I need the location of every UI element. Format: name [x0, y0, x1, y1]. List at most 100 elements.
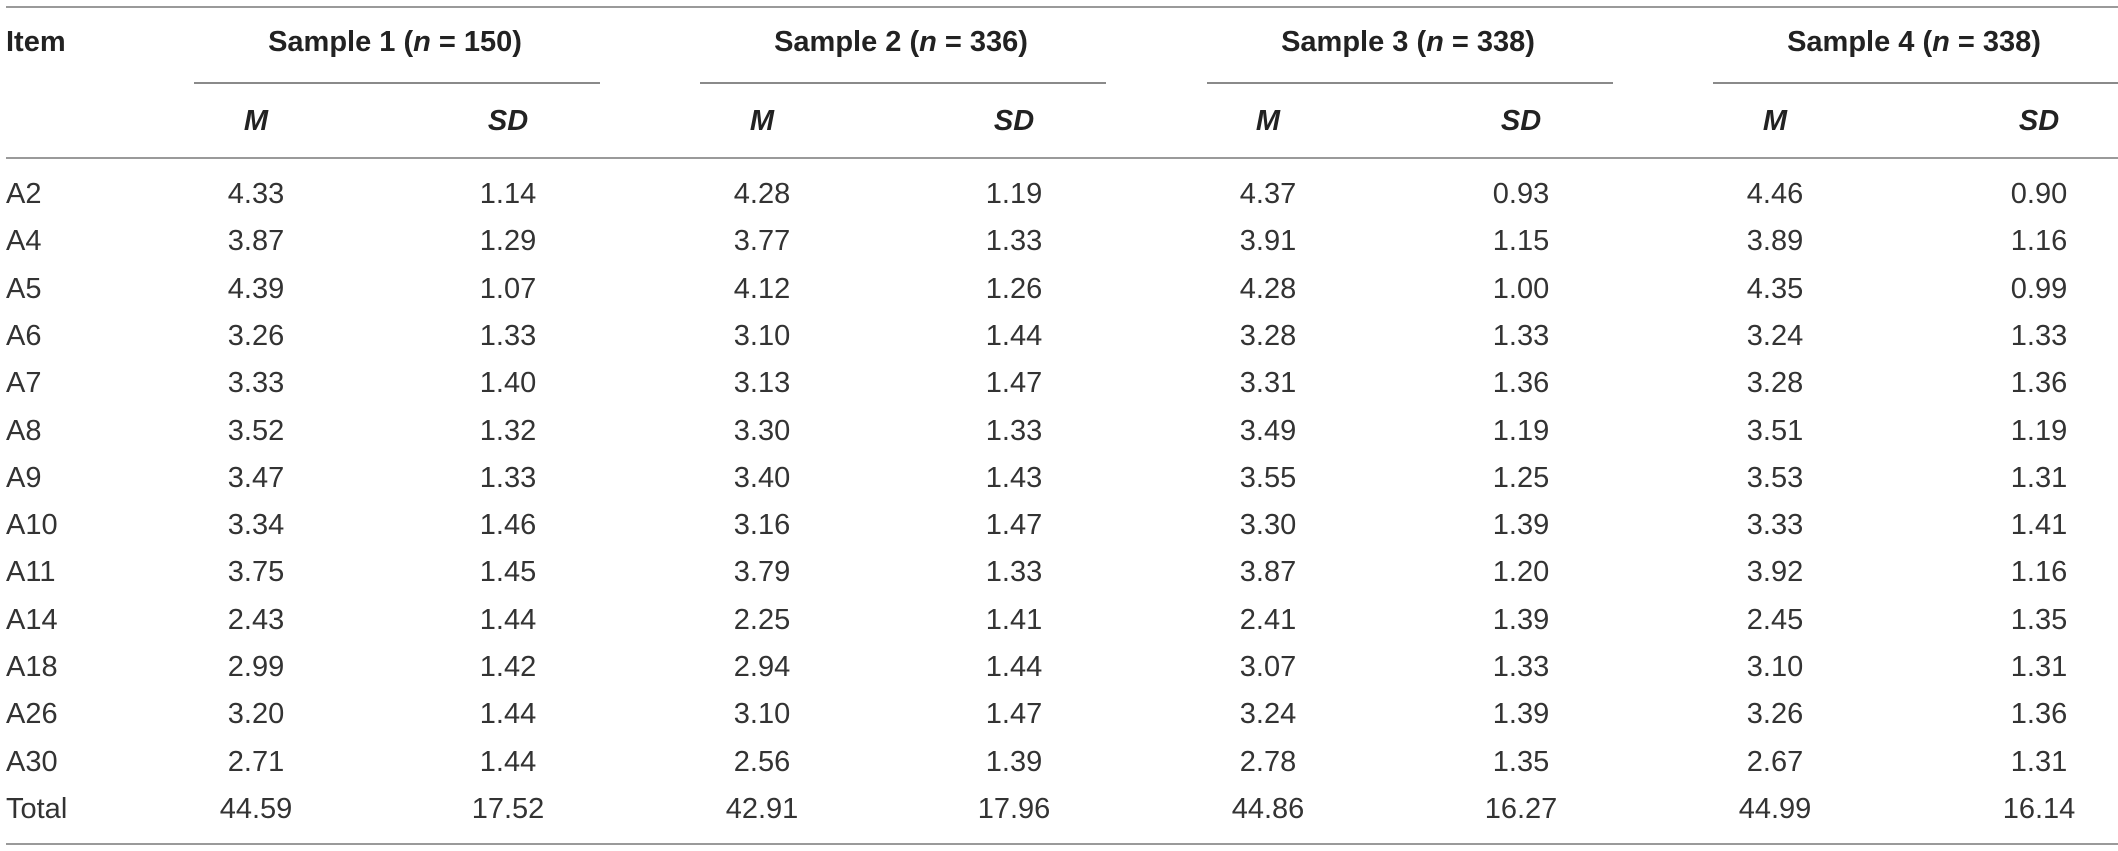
mean-cell: 3.79	[733, 556, 791, 588]
sample-2-group-rule	[700, 82, 1106, 84]
row-item-label: A30	[6, 746, 58, 778]
sd-cell: 1.31	[2010, 462, 2068, 494]
row-item-label: A9	[6, 462, 42, 494]
mean-cell: 3.34	[227, 509, 285, 541]
sample-4-header: Sample 4 (n = 338)	[1787, 26, 2041, 58]
row-item-label: A18	[6, 651, 58, 683]
sample-1-header: Sample 1 (n = 150)	[268, 26, 522, 58]
sd-cell: 1.16	[2010, 556, 2068, 588]
sd-cell: 1.35	[1492, 746, 1550, 778]
mean-cell: 2.94	[733, 651, 791, 683]
sd-cell: 1.33	[2010, 320, 2068, 352]
sd-cell: 1.47	[985, 698, 1043, 730]
mean-cell: 3.49	[1239, 415, 1297, 447]
row-item-label: A10	[6, 509, 58, 541]
sd-cell: 1.33	[985, 415, 1043, 447]
sd-cell: 0.90	[2010, 178, 2068, 210]
mean-cell: 3.10	[733, 698, 791, 730]
sample-1-mean-header: M	[243, 105, 269, 137]
mean-cell: 3.28	[1746, 367, 1804, 399]
mean-cell: 4.28	[733, 178, 791, 210]
sd-cell: 1.36	[2010, 698, 2068, 730]
row-item-label: A14	[6, 604, 58, 636]
sample-4-group-rule	[1713, 82, 2118, 84]
sd-cell: 1.14	[479, 178, 537, 210]
sd-cell: 1.31	[2010, 746, 2068, 778]
sd-cell: 1.41	[985, 604, 1043, 636]
row-item-label: A11	[6, 556, 56, 588]
sd-cell: 1.33	[479, 462, 537, 494]
sd-cell: 17.52	[471, 793, 545, 825]
sd-cell: 1.35	[2010, 604, 2068, 636]
mean-cell: 4.28	[1239, 273, 1297, 305]
mean-cell: 3.89	[1746, 225, 1804, 257]
sample-3-header: Sample 3 (n = 338)	[1281, 26, 1535, 58]
mean-cell: 3.16	[733, 509, 791, 541]
mean-cell: 3.13	[733, 367, 791, 399]
mean-cell: 3.33	[1746, 509, 1804, 541]
mean-cell: 42.91	[725, 793, 799, 825]
mean-cell: 2.45	[1746, 604, 1804, 636]
sd-cell: 1.07	[479, 273, 537, 305]
sd-cell: 1.20	[1492, 556, 1550, 588]
mean-cell: 4.35	[1746, 273, 1804, 305]
sd-cell: 1.40	[479, 367, 537, 399]
mean-cell: 3.53	[1746, 462, 1804, 494]
sd-cell: 1.33	[985, 556, 1043, 588]
mean-cell: 3.10	[733, 320, 791, 352]
mean-cell: 3.24	[1239, 698, 1297, 730]
mean-cell: 3.55	[1239, 462, 1297, 494]
row-item-label: A2	[6, 178, 42, 210]
mean-cell: 3.26	[227, 320, 285, 352]
sample-2-mean-header: M	[749, 105, 775, 137]
sd-cell: 1.19	[985, 178, 1043, 210]
mean-cell: 2.25	[733, 604, 791, 636]
sample-1-sd-header: SD	[487, 105, 529, 137]
mean-cell: 3.87	[1239, 556, 1297, 588]
sd-cell: 1.26	[985, 273, 1043, 305]
mean-cell: 2.99	[227, 651, 285, 683]
mean-cell: 2.78	[1239, 746, 1297, 778]
sd-cell: 1.44	[985, 320, 1043, 352]
sd-cell: 1.39	[1492, 604, 1550, 636]
sd-cell: 1.36	[1492, 367, 1550, 399]
sd-cell: 1.41	[2010, 509, 2068, 541]
mean-cell: 3.92	[1746, 556, 1804, 588]
sd-cell: 1.25	[1492, 462, 1550, 494]
mean-cell: 2.56	[733, 746, 791, 778]
row-item-label: Total	[6, 793, 68, 825]
sd-cell: 1.36	[2010, 367, 2068, 399]
sd-cell: 1.44	[479, 746, 537, 778]
sample-3-sd-header: SD	[1500, 105, 1542, 137]
row-item-label: A8	[6, 415, 42, 447]
mean-cell: 3.10	[1746, 651, 1804, 683]
mean-cell: 3.28	[1239, 320, 1297, 352]
mean-cell: 3.77	[733, 225, 791, 257]
mean-cell: 44.59	[219, 793, 293, 825]
mean-cell: 4.33	[227, 178, 285, 210]
item-column-header: Item	[6, 26, 66, 58]
mean-cell: 2.67	[1746, 746, 1804, 778]
mean-cell: 3.20	[227, 698, 285, 730]
mean-cell: 3.24	[1746, 320, 1804, 352]
sample-4-mean-header: M	[1762, 105, 1788, 137]
mean-cell: 2.43	[227, 604, 285, 636]
sd-cell: 1.19	[2010, 415, 2068, 447]
sd-cell: 1.33	[1492, 651, 1550, 683]
mean-cell: 4.12	[733, 273, 791, 305]
mean-cell: 3.51	[1746, 415, 1804, 447]
mean-cell: 3.33	[227, 367, 285, 399]
sd-cell: 1.19	[1492, 415, 1550, 447]
sd-cell: 1.39	[1492, 698, 1550, 730]
sd-cell: 1.33	[985, 225, 1043, 257]
sd-cell: 1.29	[479, 225, 537, 257]
sample-1-group-rule	[194, 82, 600, 84]
sd-cell: 1.46	[479, 509, 537, 541]
sample-3-mean-header: M	[1255, 105, 1281, 137]
sd-cell: 1.15	[1492, 225, 1550, 257]
mean-cell: 3.07	[1239, 651, 1297, 683]
sd-cell: 1.45	[479, 556, 537, 588]
table-bottom-rule	[6, 843, 2118, 845]
mean-cell: 3.91	[1239, 225, 1297, 257]
mean-cell: 3.30	[1239, 509, 1297, 541]
